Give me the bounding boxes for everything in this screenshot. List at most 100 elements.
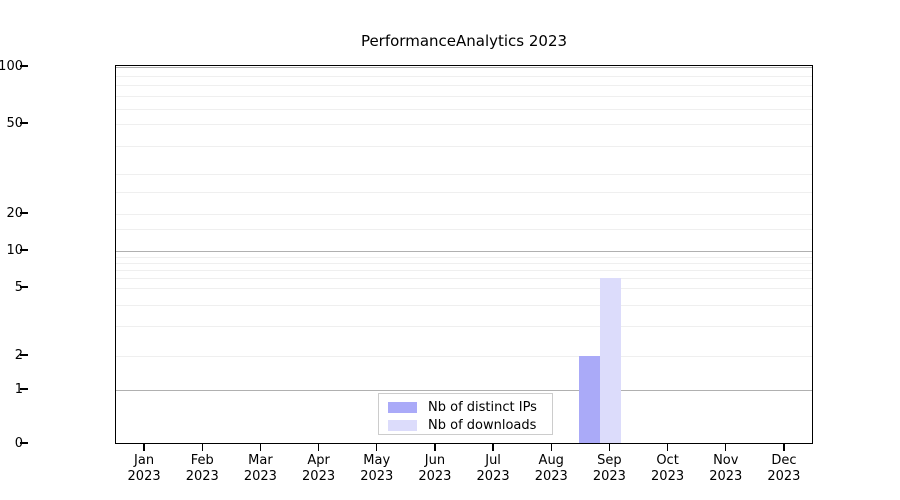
x-axis-tick-year: 2023 <box>709 469 743 484</box>
x-axis-tick <box>434 444 436 451</box>
gridline-minor <box>116 85 812 87</box>
legend-item[interactable]: Nb of distinct IPs <box>388 399 543 415</box>
gridline-major <box>116 67 812 68</box>
gridline-minor <box>116 325 812 327</box>
gridline-major <box>116 390 812 391</box>
x-axis-tick-label: Oct 2023 <box>651 453 684 485</box>
x-axis-tick-label: Jun 2023 <box>418 453 451 485</box>
x-axis-tick-label: Nov 2023 <box>709 453 742 485</box>
y-axis-tick-label: 2 <box>14 347 23 363</box>
x-axis-tick <box>783 444 785 451</box>
x-axis-tick-label: May 2023 <box>360 453 393 485</box>
gridline-minor <box>116 145 812 147</box>
gridlines <box>116 66 812 443</box>
x-axis-tick-month: Mar <box>248 453 273 468</box>
x-axis-tick <box>725 444 727 451</box>
gridline-major <box>116 214 812 215</box>
x-axis-tick <box>376 444 378 451</box>
x-axis-tick <box>550 444 552 451</box>
y-axis-tick <box>20 442 28 444</box>
x-axis-tick-label: Mar 2023 <box>244 453 277 485</box>
x-axis-tick <box>317 444 320 451</box>
legend-swatch-icon <box>388 419 417 431</box>
x-axis-tick-label: Sep 2023 <box>593 453 626 485</box>
x-axis-tick-month: Jul <box>485 453 501 468</box>
gridline-major <box>116 251 812 252</box>
gridline-minor <box>116 262 812 264</box>
y-axis-tick-label: 100 <box>0 58 23 74</box>
bar-downloads <box>600 278 622 443</box>
x-axis-tick-year: 2023 <box>651 469 685 484</box>
legend-item-label: Nb of distinct IPs <box>428 399 537 415</box>
gridline-minor <box>116 192 812 194</box>
gridline-minor <box>116 96 812 98</box>
x-axis-tick-year: 2023 <box>185 469 219 484</box>
y-axis-tick-label: 20 <box>6 205 23 221</box>
x-axis-tick <box>259 444 262 451</box>
y-axis-tick-label: 50 <box>6 115 23 131</box>
y-axis-tick <box>20 388 28 390</box>
x-axis-tick-year: 2023 <box>767 469 801 484</box>
gridline-minor <box>116 174 812 176</box>
gridline-minor <box>116 109 812 110</box>
x-axis-tick-month: Dec <box>771 453 797 468</box>
x-axis-tick-month: Jan <box>134 453 155 468</box>
x-axis-tick-month: Feb <box>190 453 214 468</box>
x-axis-tick-year: 2023 <box>302 469 336 484</box>
x-axis-tick-label: Feb 2023 <box>186 453 219 485</box>
x-axis-tick <box>201 444 203 451</box>
y-axis-tick <box>20 354 28 356</box>
bars-layer <box>116 66 812 443</box>
x-axis-tick-year: 2023 <box>243 469 277 484</box>
x-axis-tick-label: Dec 2023 <box>767 453 800 485</box>
y-axis-tick <box>20 212 28 214</box>
x-axis-tick-label: Apr 2023 <box>302 453 335 485</box>
y-axis-tick-label: 5 <box>14 279 23 295</box>
chart-title: PerformanceAnalytics 2023 <box>360 32 568 50</box>
x-axis-tick-year: 2023 <box>534 469 568 484</box>
x-axis-tick-year: 2023 <box>418 469 452 484</box>
x-axis-tick-label: Jan 2023 <box>128 453 161 485</box>
x-axis: Jan 2023 Feb 2023 Mar 2023 Apr 2023 May 2023 Jun 20… <box>115 444 813 500</box>
x-axis-tick <box>608 444 611 451</box>
gridline-minor <box>116 75 812 77</box>
gridline-major <box>116 288 812 289</box>
x-axis-tick-month: Sep <box>597 453 622 468</box>
gridline-major <box>116 124 812 125</box>
x-axis-tick-label: Jul 2023 <box>477 453 510 485</box>
y-axis-tick <box>20 65 28 67</box>
x-axis-tick-year: 2023 <box>360 469 394 484</box>
x-axis-tick-year: 2023 <box>592 469 626 484</box>
gridline-minor <box>116 256 812 258</box>
y-axis-tick <box>20 122 28 124</box>
x-axis-tick <box>492 444 494 451</box>
y-axis-tick-label: 10 <box>6 242 23 258</box>
x-axis-tick-month: Oct <box>656 453 679 468</box>
x-axis-tick-label: Aug 2023 <box>535 453 568 485</box>
chart-legend: Nb of distinct IPs Nb of downloads <box>378 393 553 435</box>
legend-item-label: Nb of downloads <box>428 417 537 433</box>
gridline-minor <box>116 270 812 272</box>
y-axis: 0 1 2 5 10 20 50 100 <box>0 0 115 500</box>
x-axis-tick-year: 2023 <box>476 469 510 484</box>
gridline-minor <box>116 304 812 306</box>
x-axis-tick-month: May <box>363 453 391 468</box>
gridline-major <box>116 356 812 357</box>
x-axis-tick <box>666 444 669 451</box>
x-axis-tick-year: 2023 <box>127 469 161 484</box>
legend-swatch-icon <box>388 401 417 413</box>
x-axis-tick-month: Aug <box>538 453 564 468</box>
y-axis-tick <box>20 286 28 288</box>
x-axis-tick-month: Apr <box>307 453 330 468</box>
gridline-minor <box>116 278 812 280</box>
x-axis-tick-month: Jun <box>424 453 446 468</box>
x-axis-tick-month: Nov <box>713 453 739 468</box>
y-axis-tick <box>20 249 28 251</box>
plot-area <box>115 65 813 444</box>
x-axis-tick <box>143 444 145 451</box>
legend-item[interactable]: Nb of downloads <box>388 417 543 433</box>
y-axis-tick-label: 0 <box>14 435 23 451</box>
bar-distinct-ips <box>579 356 601 443</box>
gridline-minor <box>116 229 812 231</box>
